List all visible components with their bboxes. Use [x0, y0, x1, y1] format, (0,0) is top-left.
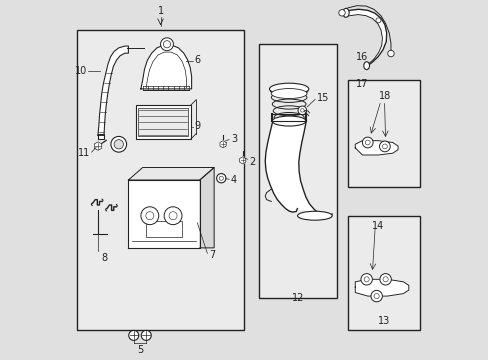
Bar — [146, 221, 182, 237]
Text: 5: 5 — [137, 345, 142, 355]
Circle shape — [164, 207, 182, 225]
Text: 18: 18 — [378, 91, 390, 101]
Ellipse shape — [271, 89, 306, 99]
Polygon shape — [98, 46, 128, 135]
Polygon shape — [239, 157, 245, 164]
Text: 10: 10 — [75, 66, 87, 76]
Polygon shape — [354, 279, 408, 296]
Circle shape — [145, 212, 154, 220]
Circle shape — [141, 330, 151, 341]
Circle shape — [370, 291, 382, 302]
Bar — [135, 105, 190, 139]
Text: 17: 17 — [355, 78, 368, 89]
Circle shape — [360, 274, 372, 285]
Polygon shape — [141, 45, 191, 89]
Polygon shape — [128, 167, 214, 180]
Circle shape — [338, 10, 345, 16]
Bar — [347, 216, 419, 330]
Circle shape — [160, 38, 173, 51]
Bar — [77, 30, 244, 330]
Text: 16: 16 — [356, 52, 368, 62]
Text: 1: 1 — [157, 6, 163, 16]
Circle shape — [219, 176, 223, 180]
Circle shape — [300, 109, 304, 112]
Text: 9: 9 — [194, 121, 200, 131]
Circle shape — [128, 330, 139, 341]
Bar — [258, 44, 337, 298]
Text: 7: 7 — [208, 250, 215, 260]
Circle shape — [111, 136, 126, 152]
Circle shape — [364, 277, 368, 282]
Circle shape — [298, 106, 306, 114]
Circle shape — [362, 137, 372, 148]
Circle shape — [382, 144, 386, 149]
Ellipse shape — [342, 8, 348, 17]
Circle shape — [365, 140, 369, 145]
Text: 2: 2 — [248, 157, 255, 167]
Circle shape — [163, 41, 170, 48]
Polygon shape — [264, 123, 331, 217]
Circle shape — [114, 140, 123, 149]
Text: 6: 6 — [194, 55, 200, 65]
Circle shape — [382, 277, 387, 282]
Circle shape — [379, 274, 390, 285]
Polygon shape — [354, 141, 397, 155]
Text: 8: 8 — [101, 253, 107, 263]
Polygon shape — [344, 9, 386, 66]
Polygon shape — [128, 180, 200, 248]
Ellipse shape — [363, 62, 369, 69]
Text: 12: 12 — [291, 293, 304, 302]
Text: 4: 4 — [230, 175, 237, 185]
Circle shape — [169, 212, 177, 220]
Polygon shape — [220, 141, 225, 148]
Ellipse shape — [272, 116, 305, 126]
Polygon shape — [94, 142, 102, 150]
Text: 3: 3 — [230, 134, 237, 144]
Ellipse shape — [297, 211, 331, 220]
Text: 13: 13 — [377, 316, 389, 327]
Circle shape — [379, 141, 389, 152]
Circle shape — [216, 174, 225, 183]
Bar — [347, 80, 419, 187]
Bar — [138, 108, 187, 136]
Text: 15: 15 — [316, 93, 328, 103]
Circle shape — [375, 18, 380, 23]
Ellipse shape — [269, 83, 308, 95]
Circle shape — [387, 50, 393, 57]
Text: 14: 14 — [371, 221, 384, 231]
Polygon shape — [98, 134, 104, 139]
Text: 11: 11 — [78, 148, 90, 158]
Polygon shape — [200, 167, 214, 248]
Circle shape — [373, 293, 379, 299]
Circle shape — [141, 207, 159, 225]
